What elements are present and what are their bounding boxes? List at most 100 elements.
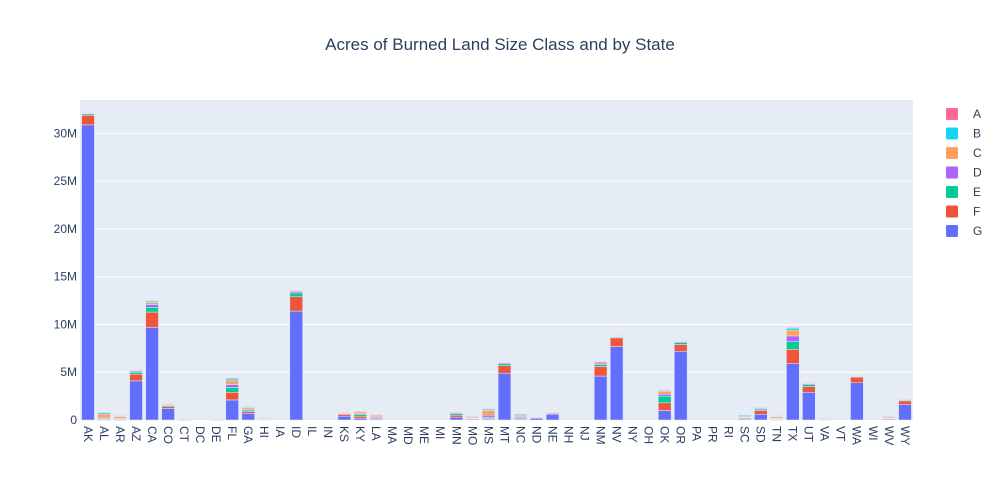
bar-segment-NE-A bbox=[545, 411, 560, 414]
y-axis-ticks: 0 5M 10M 15M 20M 25M 30M bbox=[54, 126, 78, 427]
x-tick-label: SD bbox=[754, 426, 768, 443]
bar-segment-OK-C bbox=[658, 391, 672, 395]
x-tick-label: ME bbox=[417, 426, 431, 444]
x-tick-label: OH bbox=[641, 426, 655, 444]
y-tick-label: 30M bbox=[54, 126, 77, 140]
bar-segment-AR-A bbox=[113, 415, 127, 417]
x-tick-label: NC bbox=[513, 426, 527, 444]
legend-swatch-A bbox=[946, 108, 958, 120]
bars bbox=[81, 112, 912, 421]
bar-segment-NV-F bbox=[609, 337, 624, 347]
x-tick-label: MD bbox=[401, 426, 415, 445]
bar-segment-WA-F bbox=[850, 376, 864, 383]
bar-segment-OK-A bbox=[658, 389, 672, 391]
legend-label-C: C bbox=[973, 146, 982, 160]
bar-segment-ND-A bbox=[529, 416, 544, 418]
x-tick-label: PR bbox=[706, 426, 720, 443]
x-tick-label: OK bbox=[658, 426, 672, 443]
bar-segment-MN-A bbox=[449, 410, 464, 413]
bar-segment-MN-F bbox=[449, 414, 464, 418]
bar-segment-OK-G bbox=[658, 410, 672, 421]
bar-segment-TN-A bbox=[770, 415, 784, 417]
x-tick-label: CO bbox=[161, 426, 175, 444]
bar-segment-KS-A bbox=[337, 412, 351, 414]
bar-segment-WA-G bbox=[850, 382, 864, 421]
x-tick-label: RI bbox=[722, 426, 736, 438]
x-tick-label: MO bbox=[465, 426, 479, 445]
x-tick-label: TN bbox=[770, 426, 784, 442]
bar-segment-FL-B bbox=[225, 378, 239, 382]
x-tick-label: DE bbox=[209, 426, 223, 443]
x-tick-label: LA bbox=[369, 426, 383, 441]
bar-segment-OR-E bbox=[674, 342, 688, 345]
bar-segment-GA-G bbox=[241, 413, 255, 421]
y-tick-label: 25M bbox=[54, 174, 77, 188]
bar-segment-AK-A bbox=[81, 112, 95, 114]
x-tick-label: MS bbox=[481, 426, 495, 444]
bar-segment-SD-A bbox=[754, 407, 768, 409]
bar-segment-KY-F bbox=[353, 415, 367, 419]
bar-segment-OK-F bbox=[658, 402, 672, 411]
legend-swatch-D bbox=[946, 166, 958, 179]
x-tick-label: NJ bbox=[577, 426, 591, 441]
legend-swatch-E bbox=[946, 186, 958, 198]
bar-segment-AL-C bbox=[97, 413, 111, 419]
x-tick-label: HI bbox=[257, 426, 271, 438]
x-tick-label: NY bbox=[625, 426, 639, 443]
x-tick-label: UT bbox=[802, 426, 816, 443]
bar-segment-NM-G bbox=[593, 375, 608, 421]
bar-segment-TX-G bbox=[786, 363, 800, 421]
bar-segment-CO-A bbox=[161, 403, 175, 405]
bar-segment-GA-F bbox=[241, 411, 255, 414]
bar-segment-AK-F bbox=[81, 115, 95, 126]
bar-segment-AZ-E bbox=[129, 371, 143, 375]
bar-segment-CA-C bbox=[145, 302, 159, 305]
bar-segment-TX-A bbox=[786, 327, 800, 329]
x-tick-label: VA bbox=[818, 426, 832, 441]
x-tick-label: WY bbox=[898, 426, 912, 445]
bar-segment-CA-D bbox=[145, 304, 159, 308]
bar-segment-WY-F bbox=[898, 400, 912, 405]
x-tick-label: TX bbox=[786, 426, 800, 441]
bar-segment-ID-E bbox=[289, 292, 303, 298]
bar-segment-FL-G bbox=[225, 399, 239, 421]
bar-segment-UT-E bbox=[802, 384, 816, 387]
bar-segment-ID-G bbox=[289, 310, 303, 421]
bar-segment-NM-A bbox=[593, 360, 608, 362]
y-tick-label: 15M bbox=[54, 270, 77, 284]
bar-segment-CA-E bbox=[145, 307, 159, 313]
bar-segment-WV-A bbox=[882, 415, 896, 417]
bar-segment-HI-A bbox=[257, 418, 271, 420]
bar-segment-TX-C bbox=[786, 329, 800, 337]
legend-swatch-G bbox=[946, 225, 958, 237]
bar-segment-CA-F bbox=[145, 311, 159, 328]
x-tick-label: MA bbox=[385, 426, 399, 444]
x-tick-label: PA bbox=[690, 426, 704, 441]
bar-segment-CT-A bbox=[177, 419, 191, 421]
bar-segment-AZ-G bbox=[129, 380, 143, 421]
bar-segment-MS-D bbox=[481, 414, 496, 418]
bar-segment-LA-A bbox=[369, 413, 384, 416]
x-tick-label: NV bbox=[609, 426, 623, 443]
bar-segment-WY-G bbox=[898, 404, 912, 421]
y-tick-label: 10M bbox=[54, 317, 77, 331]
bar-segment-FL-E bbox=[225, 387, 239, 393]
bar-segment-AR-C bbox=[113, 416, 127, 419]
x-tick-label: IA bbox=[273, 426, 287, 437]
x-tick-label: FL bbox=[225, 426, 239, 440]
bar-segment-MT-E bbox=[497, 363, 512, 366]
x-tick-label: NH bbox=[561, 426, 575, 443]
bar-segment-MT-A bbox=[497, 361, 512, 363]
bar-segment-OR-F bbox=[674, 344, 688, 352]
x-tick-label: DC bbox=[193, 426, 207, 444]
legend-label-A: A bbox=[973, 107, 981, 121]
bar-segment-TX-F bbox=[786, 349, 800, 364]
bar-segment-GA-A bbox=[241, 406, 255, 408]
x-tick-label: WA bbox=[850, 426, 864, 445]
bar-segment-CA-G bbox=[145, 327, 159, 421]
bar-segment-OR-A bbox=[674, 340, 688, 342]
bar-segment-SC-A bbox=[738, 414, 752, 416]
bar-segment-FL-D bbox=[225, 384, 239, 388]
bar-segment-OK-E bbox=[658, 395, 672, 404]
